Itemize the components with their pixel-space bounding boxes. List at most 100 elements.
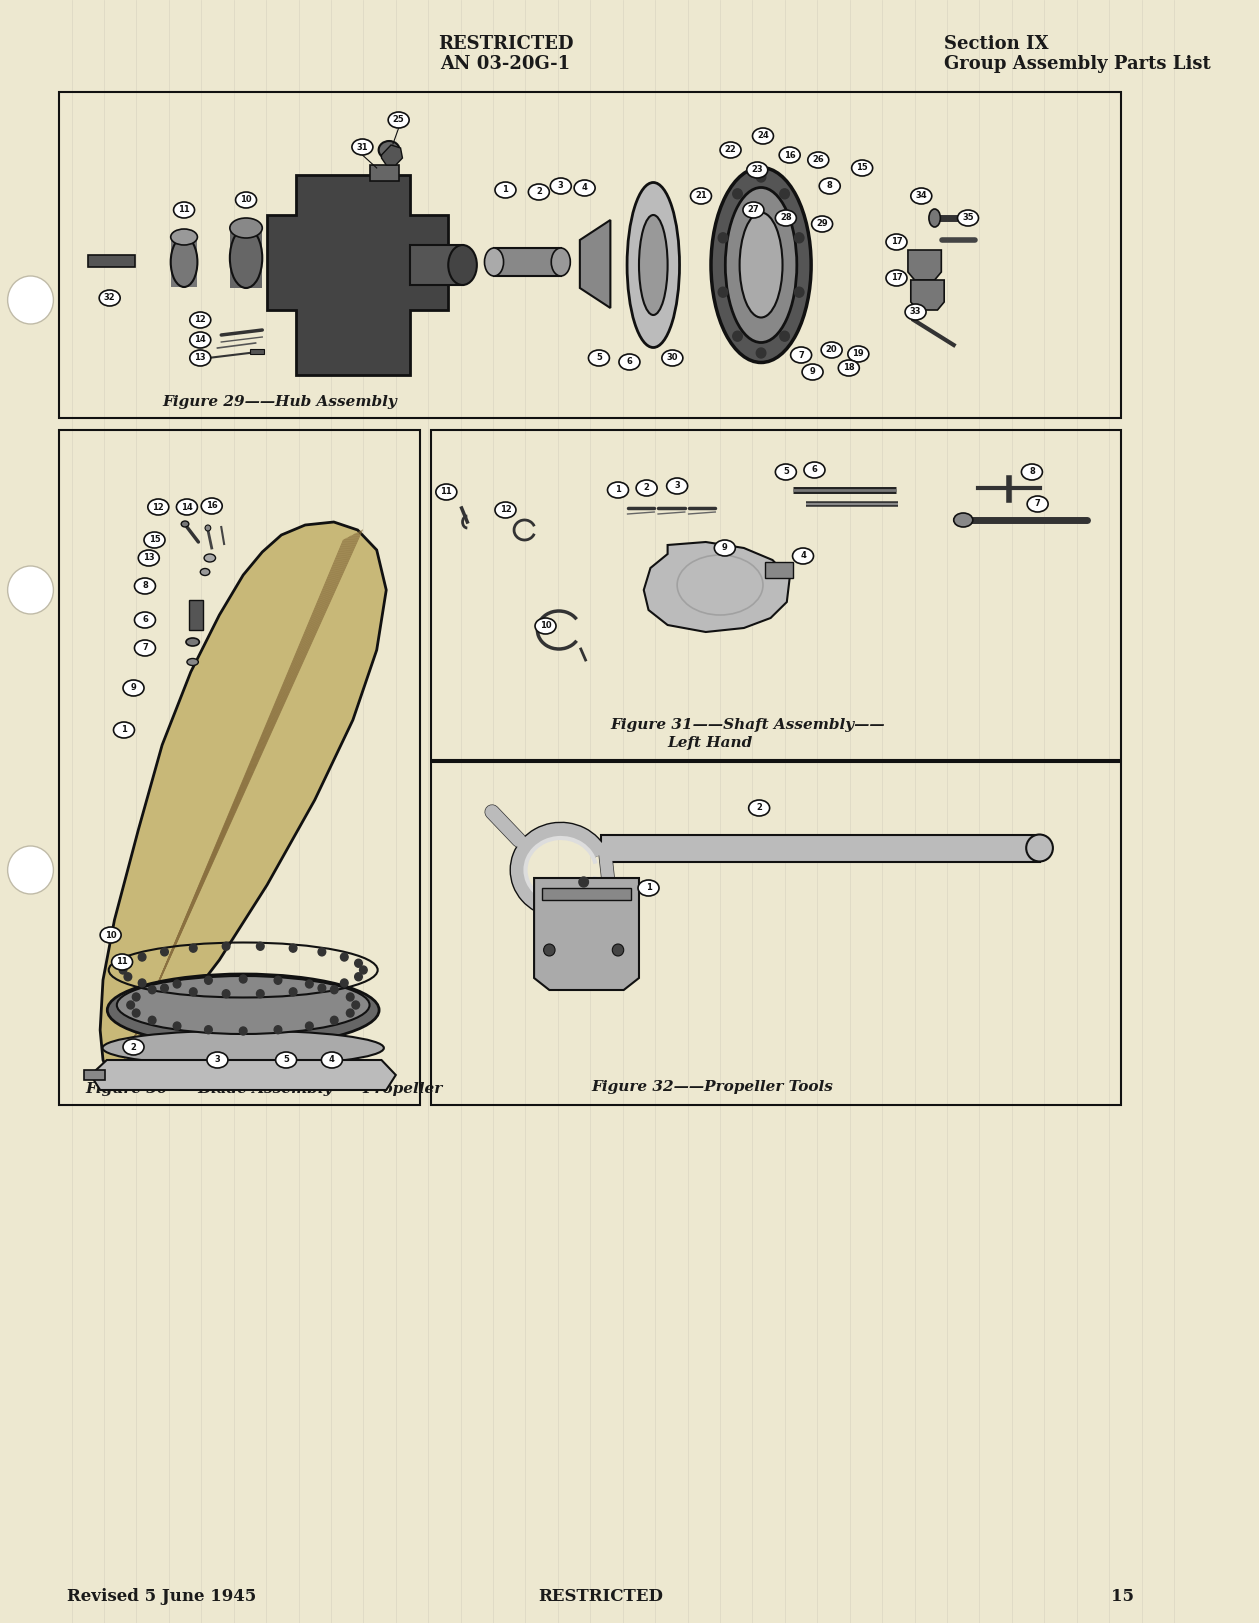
Ellipse shape: [954, 513, 973, 527]
Ellipse shape: [640, 214, 667, 315]
Circle shape: [127, 1001, 135, 1010]
Bar: [249, 349, 264, 354]
Circle shape: [319, 948, 326, 956]
Text: 28: 28: [781, 214, 792, 222]
Text: 8: 8: [827, 182, 832, 190]
Ellipse shape: [535, 618, 556, 635]
Circle shape: [239, 1027, 247, 1035]
Polygon shape: [910, 281, 944, 310]
Ellipse shape: [135, 578, 155, 594]
Circle shape: [8, 276, 53, 325]
Ellipse shape: [802, 364, 823, 380]
Circle shape: [353, 1001, 360, 1010]
Text: 21: 21: [695, 192, 706, 201]
Ellipse shape: [171, 237, 198, 287]
Ellipse shape: [495, 502, 516, 518]
Circle shape: [355, 972, 363, 980]
Text: 6: 6: [812, 466, 817, 474]
Text: 12: 12: [194, 315, 206, 325]
Text: 20: 20: [826, 346, 837, 354]
Text: 35: 35: [962, 214, 973, 222]
Ellipse shape: [495, 182, 516, 198]
Ellipse shape: [636, 480, 657, 497]
Ellipse shape: [690, 188, 711, 204]
Ellipse shape: [176, 498, 198, 514]
Circle shape: [161, 948, 169, 956]
Ellipse shape: [135, 639, 155, 656]
Circle shape: [8, 566, 53, 613]
Ellipse shape: [230, 217, 262, 239]
Circle shape: [125, 959, 132, 967]
Ellipse shape: [388, 112, 409, 128]
Text: 19: 19: [852, 349, 864, 359]
Ellipse shape: [812, 216, 832, 232]
Ellipse shape: [190, 333, 210, 347]
Ellipse shape: [529, 183, 549, 200]
Ellipse shape: [838, 360, 860, 377]
Ellipse shape: [958, 209, 978, 226]
Text: 30: 30: [666, 354, 679, 362]
Text: 2: 2: [643, 484, 650, 492]
Circle shape: [306, 980, 313, 988]
Ellipse shape: [821, 342, 842, 359]
Text: 9: 9: [721, 544, 728, 552]
Text: 10: 10: [104, 930, 116, 940]
Ellipse shape: [720, 141, 742, 157]
Text: Figure 30——Blade Assembly——Propeller: Figure 30——Blade Assembly——Propeller: [86, 1083, 443, 1096]
Circle shape: [132, 993, 140, 1001]
Circle shape: [340, 979, 347, 987]
Ellipse shape: [206, 1052, 228, 1068]
Text: 13: 13: [194, 354, 206, 362]
Text: 29: 29: [816, 219, 828, 229]
Ellipse shape: [739, 213, 783, 318]
Ellipse shape: [910, 188, 932, 204]
Text: 16: 16: [784, 151, 796, 159]
Text: 2: 2: [131, 1042, 136, 1052]
Text: 15: 15: [1110, 1587, 1134, 1605]
Ellipse shape: [186, 638, 199, 646]
Ellipse shape: [204, 553, 215, 562]
Text: 26: 26: [812, 156, 825, 164]
Ellipse shape: [747, 162, 768, 179]
Ellipse shape: [711, 167, 811, 362]
Circle shape: [346, 1010, 354, 1018]
Ellipse shape: [851, 161, 872, 175]
Circle shape: [8, 846, 53, 894]
Circle shape: [149, 985, 156, 993]
Bar: [88, 255, 136, 268]
Text: AN 03-20G-1: AN 03-20G-1: [441, 55, 570, 73]
Circle shape: [579, 876, 588, 888]
Polygon shape: [91, 1060, 395, 1091]
Ellipse shape: [171, 229, 198, 245]
Ellipse shape: [791, 347, 812, 364]
Ellipse shape: [776, 464, 797, 480]
Ellipse shape: [929, 209, 940, 227]
Ellipse shape: [107, 974, 379, 1045]
Ellipse shape: [847, 346, 869, 362]
Ellipse shape: [235, 192, 257, 208]
Text: 25: 25: [393, 115, 404, 125]
Circle shape: [161, 984, 169, 992]
Text: 16: 16: [206, 502, 218, 511]
Text: 17: 17: [890, 237, 903, 247]
Polygon shape: [534, 878, 640, 990]
Text: 4: 4: [582, 183, 588, 193]
Text: 2: 2: [757, 803, 762, 813]
Polygon shape: [580, 221, 611, 308]
Circle shape: [120, 966, 127, 974]
Text: 14: 14: [194, 336, 206, 344]
Ellipse shape: [181, 521, 189, 527]
Ellipse shape: [725, 188, 797, 342]
Circle shape: [223, 943, 230, 949]
Text: 10: 10: [540, 622, 551, 630]
Polygon shape: [908, 250, 942, 281]
Text: 1: 1: [502, 185, 509, 195]
Circle shape: [360, 966, 368, 974]
Circle shape: [290, 945, 297, 953]
Circle shape: [330, 1016, 339, 1024]
Text: 11: 11: [116, 958, 128, 967]
Ellipse shape: [436, 484, 457, 500]
Text: RESTRICTED: RESTRICTED: [438, 36, 573, 54]
Circle shape: [544, 945, 555, 956]
Ellipse shape: [101, 927, 121, 943]
